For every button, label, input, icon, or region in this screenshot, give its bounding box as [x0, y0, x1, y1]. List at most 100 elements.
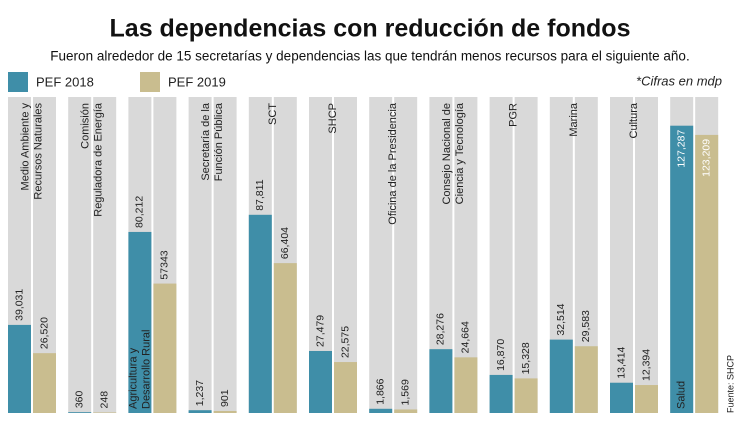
background-column [610, 97, 633, 413]
legend-label: PEF 2019 [168, 74, 226, 89]
value-label: 66,404 [279, 227, 291, 259]
category-line: Reguladora de Energía [93, 102, 105, 217]
value-label: 127,287 [675, 130, 687, 168]
category-line: Marina [568, 102, 580, 137]
background-column [394, 97, 418, 413]
category-label: Consejo Nacional deCiencia y Tecnología [441, 102, 466, 204]
bar [369, 408, 393, 413]
category-label: Medio Ambiente yRecursos Naturales [19, 103, 44, 200]
value-label: 248 [98, 391, 110, 409]
category-line: Comisión [80, 103, 92, 149]
value-label: 39,031 [13, 289, 25, 321]
bar [213, 410, 237, 413]
legend-swatch [8, 72, 28, 92]
bar [670, 125, 694, 413]
bar [549, 339, 573, 413]
category-line: Desarrollo Rural [140, 330, 152, 409]
bar [514, 378, 538, 413]
category-line: Medio Ambiente y [19, 103, 31, 191]
source: Fuente: SHCP [725, 355, 735, 413]
value-label: 15,328 [520, 342, 532, 374]
bar [309, 350, 332, 413]
category-line: Agricultura y [127, 347, 139, 409]
background-column [454, 97, 478, 413]
background-column [188, 97, 212, 413]
bar [635, 385, 658, 413]
bar [429, 349, 453, 413]
bar [574, 346, 598, 413]
value-label: 12,394 [640, 349, 652, 381]
category-line: Secretaría de la [200, 102, 212, 181]
background-column [574, 97, 598, 413]
chart-subtitle: Fueron alrededor de 15 secretarías y dep… [50, 49, 689, 64]
value-label: 1,569 [399, 379, 411, 405]
category-label: Agricultura yDesarrollo Rural [127, 330, 152, 409]
category-line: Ciencia y Tecnología [454, 102, 466, 204]
category-line: Consejo Nacional de [441, 103, 453, 205]
chart-title: Las dependencias con reducción de fondos [110, 15, 631, 43]
value-label: 13,414 [615, 346, 627, 378]
background-column [635, 97, 658, 413]
category-label: Cultura [628, 102, 640, 138]
value-label: 80,212 [134, 196, 146, 228]
value-label: 87,811 [254, 179, 266, 210]
bar [33, 353, 56, 413]
bar [454, 357, 478, 413]
bar [248, 214, 272, 413]
background-column [549, 97, 573, 413]
category-label: Secretaría de laFunción Pública [200, 102, 225, 181]
background-column [93, 97, 117, 413]
background-column [334, 97, 357, 413]
value-label: 1,866 [374, 378, 386, 404]
bar [695, 134, 719, 413]
bar [68, 412, 92, 413]
background-column [213, 97, 237, 413]
category-label: SCT [267, 103, 279, 125]
value-label: 1,237 [194, 380, 206, 406]
background-column [68, 97, 92, 413]
background-column [33, 97, 56, 413]
category-line: Función Pública [213, 102, 225, 181]
category-line: Salud [676, 381, 688, 409]
bar [188, 410, 212, 413]
value-label: 32,514 [555, 303, 567, 335]
bar [273, 263, 297, 413]
value-label: 360 [73, 391, 85, 409]
category-line: SHCP [327, 103, 339, 134]
value-label: 29,583 [580, 310, 592, 342]
value-label: 16,870 [495, 339, 507, 371]
bar [610, 382, 633, 413]
value-label: 901 [219, 389, 231, 407]
background-column [429, 97, 453, 413]
value-label: 27,479 [314, 315, 326, 347]
background-column [309, 97, 332, 413]
bar [334, 362, 357, 413]
value-label: 28,276 [435, 313, 447, 345]
legend-swatch [140, 72, 160, 92]
legend-label: PEF 2018 [36, 74, 94, 89]
value-label: 22,575 [339, 326, 351, 358]
background-column [369, 97, 393, 413]
value-label: 24,664 [460, 321, 472, 353]
bar [153, 283, 177, 413]
category-label: PGR [508, 103, 520, 127]
value-label: 57343 [159, 250, 171, 279]
category-line: SCT [267, 103, 279, 125]
category-label: Salud [676, 381, 688, 409]
category-label: Marina [568, 102, 580, 137]
value-label: 123,209 [700, 139, 712, 177]
category-label: SHCP [327, 103, 339, 134]
background-column [514, 97, 538, 413]
category-line: PGR [508, 103, 520, 127]
category-line: Cultura [628, 102, 640, 138]
background-column [489, 97, 513, 413]
bar [394, 409, 418, 413]
category-label: Oficina de la Presidencia [387, 102, 399, 225]
bar [93, 412, 117, 413]
category-line: Recursos Naturales [32, 103, 44, 200]
bar [489, 374, 513, 413]
category-line: Oficina de la Presidencia [387, 102, 399, 225]
bar [8, 324, 31, 413]
category-label: ComisiónReguladora de Energía [80, 102, 105, 217]
